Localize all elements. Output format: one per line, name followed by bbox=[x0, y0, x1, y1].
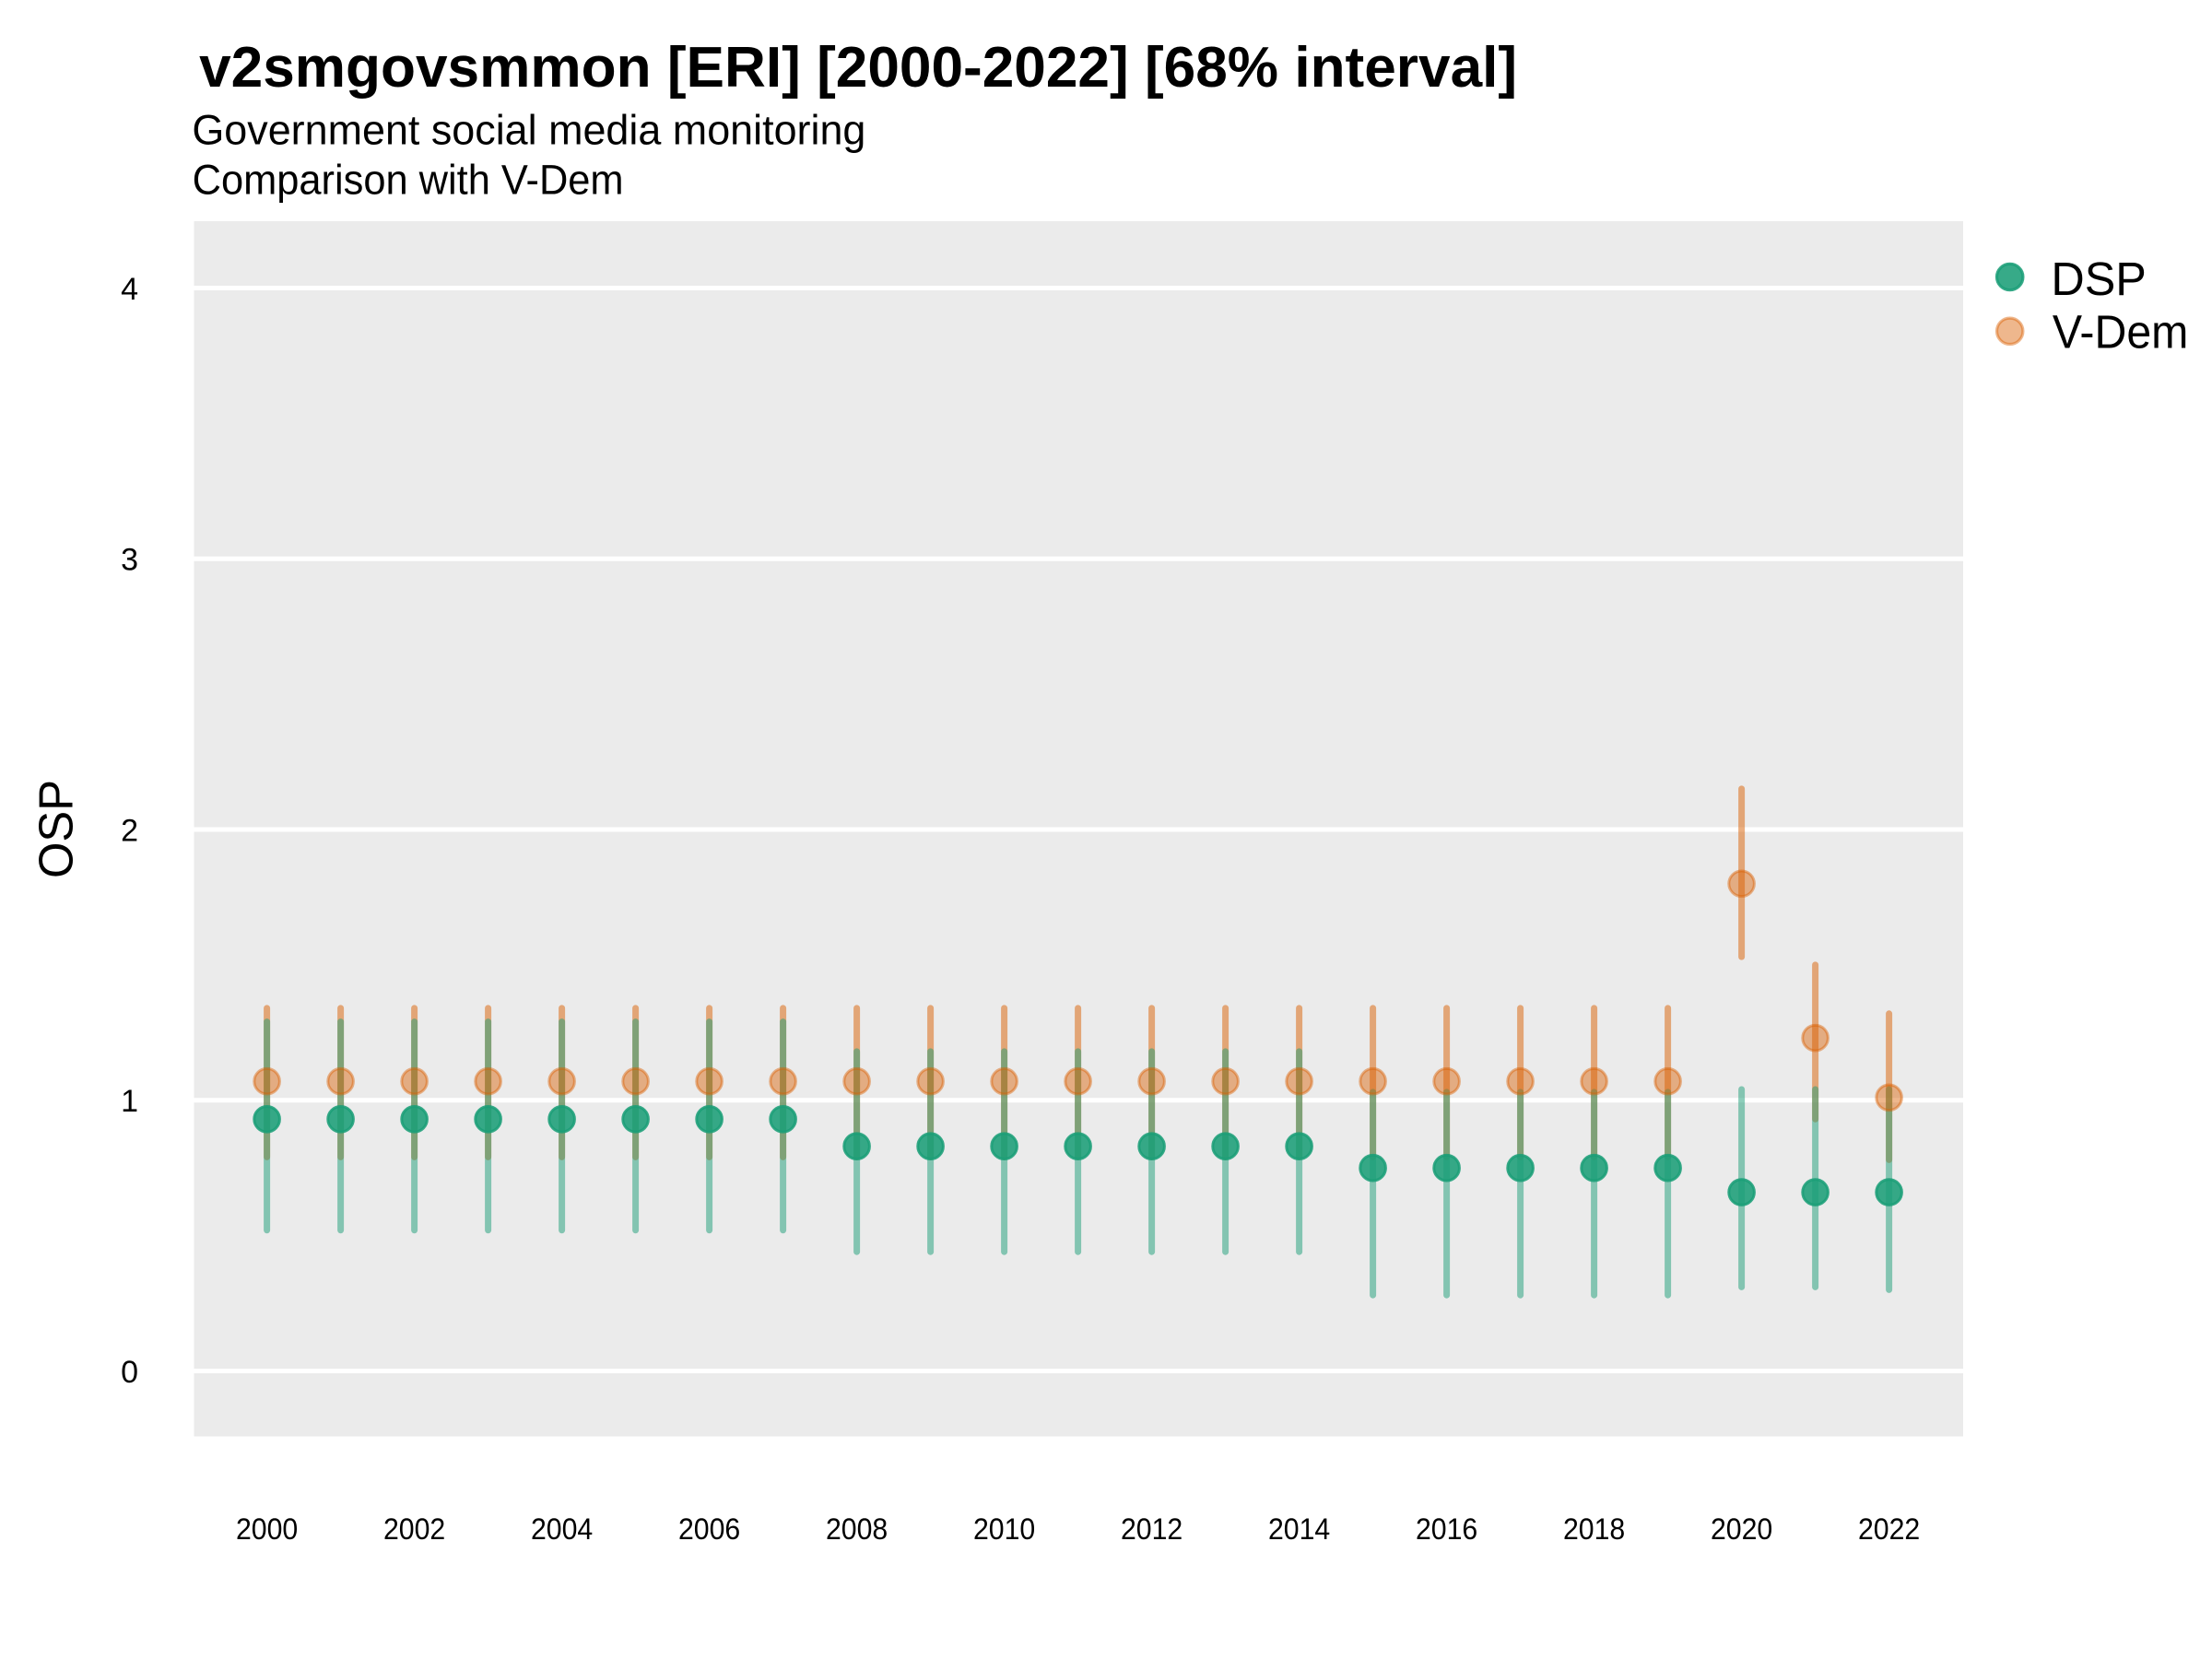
svg-text:2008: 2008 bbox=[826, 1512, 888, 1546]
svg-text:2010: 2010 bbox=[973, 1512, 1035, 1546]
svg-text:2020: 2020 bbox=[1711, 1512, 1772, 1546]
svg-text:3: 3 bbox=[121, 543, 138, 578]
svg-text:Comparison with V-Dem: Comparison with V-Dem bbox=[193, 157, 624, 204]
svg-text:OSP: OSP bbox=[30, 780, 84, 878]
svg-text:0: 0 bbox=[121, 1355, 138, 1390]
svg-text:2000: 2000 bbox=[236, 1512, 298, 1546]
svg-text:Government social media monito: Government social media monitoring bbox=[192, 106, 865, 153]
svg-text:2014: 2014 bbox=[1268, 1512, 1330, 1546]
svg-text:DSP: DSP bbox=[2051, 253, 2147, 305]
svg-text:2018: 2018 bbox=[1563, 1512, 1625, 1546]
svg-text:1: 1 bbox=[121, 1084, 138, 1119]
svg-text:2: 2 bbox=[121, 813, 138, 848]
svg-text:2012: 2012 bbox=[1121, 1512, 1182, 1546]
svg-text:V-Dem: V-Dem bbox=[2053, 305, 2189, 358]
svg-text:2022: 2022 bbox=[1858, 1512, 1920, 1546]
svg-text:v2smgovsmmon [ERI] [2000-2022]: v2smgovsmmon [ERI] [2000-2022] [68% inte… bbox=[199, 36, 1517, 100]
svg-text:4: 4 bbox=[121, 272, 138, 307]
svg-text:2004: 2004 bbox=[531, 1512, 593, 1546]
svg-text:2016: 2016 bbox=[1416, 1512, 1477, 1546]
svg-text:2006: 2006 bbox=[678, 1512, 740, 1546]
svg-text:2002: 2002 bbox=[383, 1512, 445, 1546]
